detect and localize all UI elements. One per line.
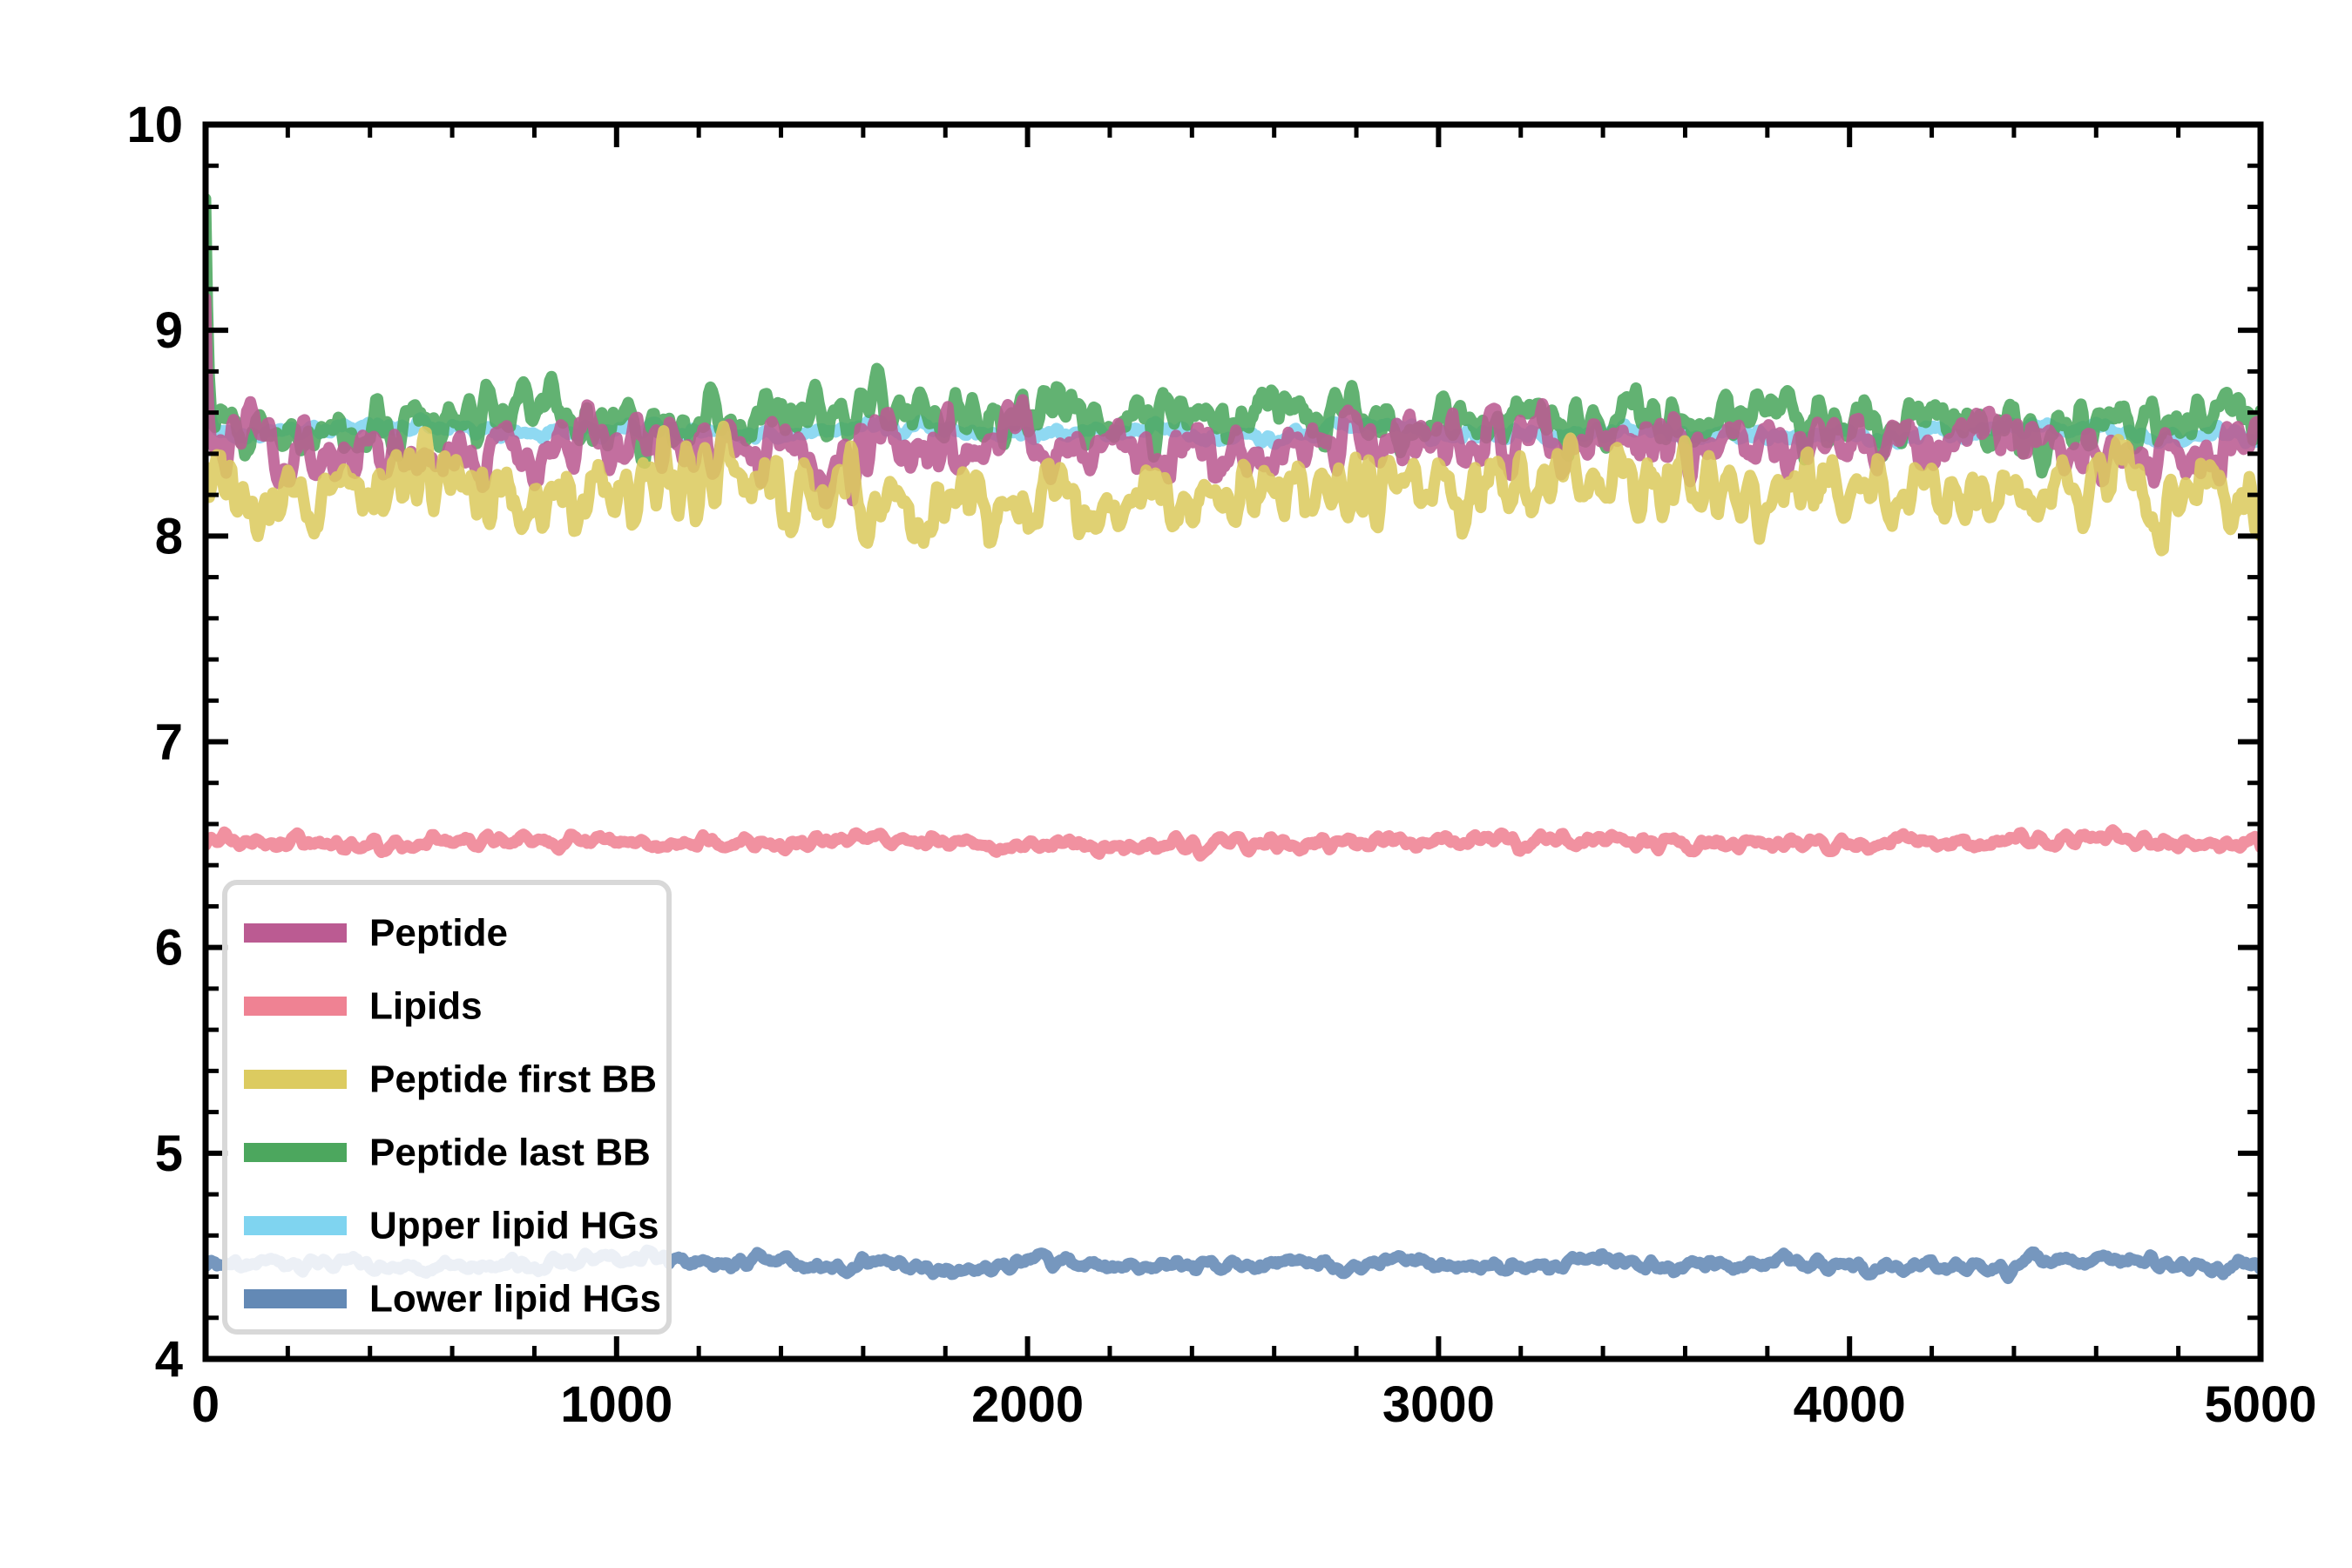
- x-tick-label: 3000: [1382, 1376, 1495, 1433]
- series-line-peptide-first-bb: [199, 420, 2267, 557]
- x-tick-label: 1000: [560, 1376, 672, 1433]
- legend-label-lower-lipid-hgs: Lower lipid HGs: [369, 1278, 661, 1321]
- x-tick-label: 4000: [1794, 1376, 1906, 1433]
- y-tick-label: 4: [155, 1331, 183, 1388]
- legend-label-peptide-first-bb: Peptide first BB: [369, 1058, 657, 1101]
- series-line-peptide: [199, 292, 2267, 510]
- legend-label-peptide: Peptide: [369, 912, 508, 955]
- x-tick-label: 0: [192, 1376, 220, 1433]
- x-tick-label: 5000: [2204, 1376, 2316, 1433]
- y-tick-label: 9: [155, 302, 183, 359]
- legend-box[interactable]: Peptide Lipids Peptide first BB Peptide las…: [222, 880, 672, 1335]
- legend-label-upper-lipid-hgs: Upper lipid HGs: [369, 1205, 659, 1247]
- y-tick-label: 10: [126, 97, 183, 153]
- series-line-peptide-last-bb: [199, 193, 2267, 479]
- x-tick-label: 2000: [971, 1376, 1084, 1433]
- y-tick-label: 5: [155, 1125, 183, 1182]
- legend-label-peptide-last-bb: Peptide last BB: [369, 1132, 651, 1174]
- series-line-lipids: [199, 824, 2267, 862]
- y-tick-label: 7: [155, 714, 183, 771]
- y-tick-label: 6: [155, 920, 183, 977]
- y-tick-label: 8: [155, 508, 183, 564]
- legend-label-lipids: Lipids: [369, 985, 483, 1028]
